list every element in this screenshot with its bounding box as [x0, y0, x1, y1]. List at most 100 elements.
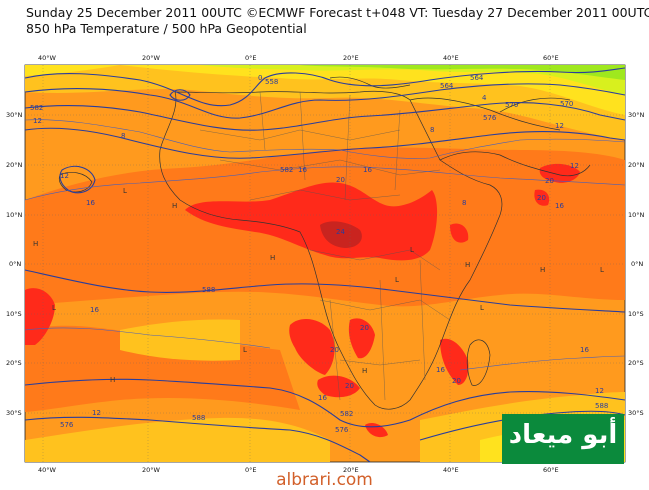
temp-label: 16 [90, 306, 99, 314]
temp-label: 8 [430, 126, 434, 134]
temp-label: 20 [452, 377, 461, 385]
high-marker: H [33, 240, 38, 248]
lon-label: 40°W [38, 466, 57, 474]
temp-label: 16 [436, 366, 445, 374]
low-marker: L [395, 276, 399, 284]
high-marker: H [540, 266, 545, 274]
contour-label: 570 [560, 100, 573, 108]
contour-label: 588 [192, 414, 205, 422]
low-marker: L [243, 346, 247, 354]
low-marker: L [52, 304, 56, 312]
lon-label: 0°E [245, 54, 257, 62]
contour-label: 576 [335, 426, 349, 434]
temp-label: 0 [258, 74, 262, 82]
temp-label: 16 [363, 166, 372, 174]
lat-label: 10°S [6, 310, 22, 318]
lon-label: 60°E [543, 54, 559, 62]
geopotential-contours [24, 67, 626, 463]
contour-label: 582 [340, 410, 353, 418]
temp-label: 8 [121, 132, 125, 140]
lat-label: 0°N [9, 260, 21, 268]
contour-label: 564 [440, 82, 454, 90]
contour-label: 588 [202, 286, 215, 294]
contour-label: 570 [505, 101, 518, 109]
high-marker: H [270, 254, 275, 262]
low-marker: L [600, 266, 604, 274]
lat-label: 20°S [628, 359, 644, 367]
country-borders [199, 91, 451, 401]
temp-label: 16 [318, 394, 327, 402]
lon-label: 20°E [343, 54, 359, 62]
low-marker: L [480, 304, 484, 312]
temp-label: 16 [86, 199, 95, 207]
lon-label: 60°E [543, 466, 559, 474]
temp-label: 16 [555, 202, 564, 210]
high-marker: H [110, 376, 115, 384]
temp-label: 4 [482, 94, 487, 102]
lat-label: 30°N [6, 111, 23, 119]
temp-label: 12 [595, 387, 604, 395]
temp-label: 12 [33, 117, 42, 125]
temperature-labels: 12 8 4 0 8 12 16 20 24 20 16 12 8 16 20 … [33, 74, 604, 417]
lon-label: 20°W [142, 466, 161, 474]
lat-label: 30°S [628, 409, 644, 417]
temp-label: 12 [60, 172, 69, 180]
lat-label: 10°S [628, 310, 644, 318]
lat-label: 20°N [6, 161, 23, 169]
contour-label: 576 [483, 114, 497, 122]
contour-label: 558 [265, 78, 278, 86]
lat-label: 20°N [628, 161, 645, 169]
lon-label: 0°E [245, 466, 257, 474]
temp-label: 16 [580, 346, 589, 354]
temp-label: 16 [298, 166, 307, 174]
lat-label: 0°N [631, 260, 643, 268]
temp-label: 12 [570, 162, 579, 170]
watermark-site: albrari.com [276, 470, 373, 490]
coastlines [58, 76, 591, 410]
lat-label: 10°N [628, 211, 645, 219]
low-marker: L [410, 246, 414, 254]
lon-label: 40°E [443, 466, 459, 474]
temp-label: 8 [462, 199, 466, 207]
contour-label: 564 [470, 74, 484, 82]
temp-label: 20 [336, 176, 345, 184]
temp-label: 20 [330, 346, 339, 354]
temp-label: 20 [360, 324, 369, 332]
lat-label: 30°N [628, 111, 645, 119]
temp-label: 24 [336, 228, 345, 236]
contour-label: 576 [60, 421, 74, 429]
temp-label: 20 [345, 382, 354, 390]
lat-label: 10°N [6, 211, 23, 219]
axis-left: 30°N 20°N 10°N 0°N 10°S 20°S 30°S [6, 111, 23, 417]
temperature-contours [24, 119, 626, 371]
axis-top: 40°W 20°W 0°E 20°E 40°E 60°E [38, 54, 559, 62]
temp-label: 20 [545, 177, 554, 185]
forecast-title: Sunday 25 December 2011 00UTC ©ECMWF For… [26, 5, 649, 20]
watermark-arabic: أبو ميعاد [508, 420, 618, 450]
high-marker: H [362, 367, 367, 375]
lon-label: 20°E [343, 466, 359, 474]
axis-right: 30°N 20°N 10°N 0°N 10°S 20°S 30°S [628, 111, 645, 417]
lon-label: 40°E [443, 54, 459, 62]
graticule [25, 65, 625, 462]
temperature-bands-north [25, 65, 625, 140]
contour-label: 582 [280, 166, 293, 174]
watermark-badge [502, 414, 624, 464]
lat-label: 20°S [6, 359, 22, 367]
temp-label: 12 [555, 122, 564, 130]
lat-label: 30°S [6, 409, 22, 417]
forecast-subtitle: 850 hPa Temperature / 500 hPa Geopotenti… [26, 21, 307, 36]
contour-label: 588 [595, 402, 608, 410]
pressure-markers: H L L H L H L H H L H L H L [33, 187, 604, 384]
low-marker: L [123, 187, 127, 195]
contour-label: 582 [30, 104, 43, 112]
axis-bottom: 40°W 20°W 0°E 20°E 40°E 60°E [38, 466, 559, 474]
high-marker: H [172, 202, 177, 210]
high-marker: H [465, 261, 470, 269]
lon-label: 40°W [38, 54, 57, 62]
geopotential-labels: 564 570 576 582 588 588 582 576 570 564 … [30, 74, 608, 434]
temp-label: 12 [92, 409, 101, 417]
temp-label: 20 [537, 194, 546, 202]
lon-label: 20°W [142, 54, 161, 62]
